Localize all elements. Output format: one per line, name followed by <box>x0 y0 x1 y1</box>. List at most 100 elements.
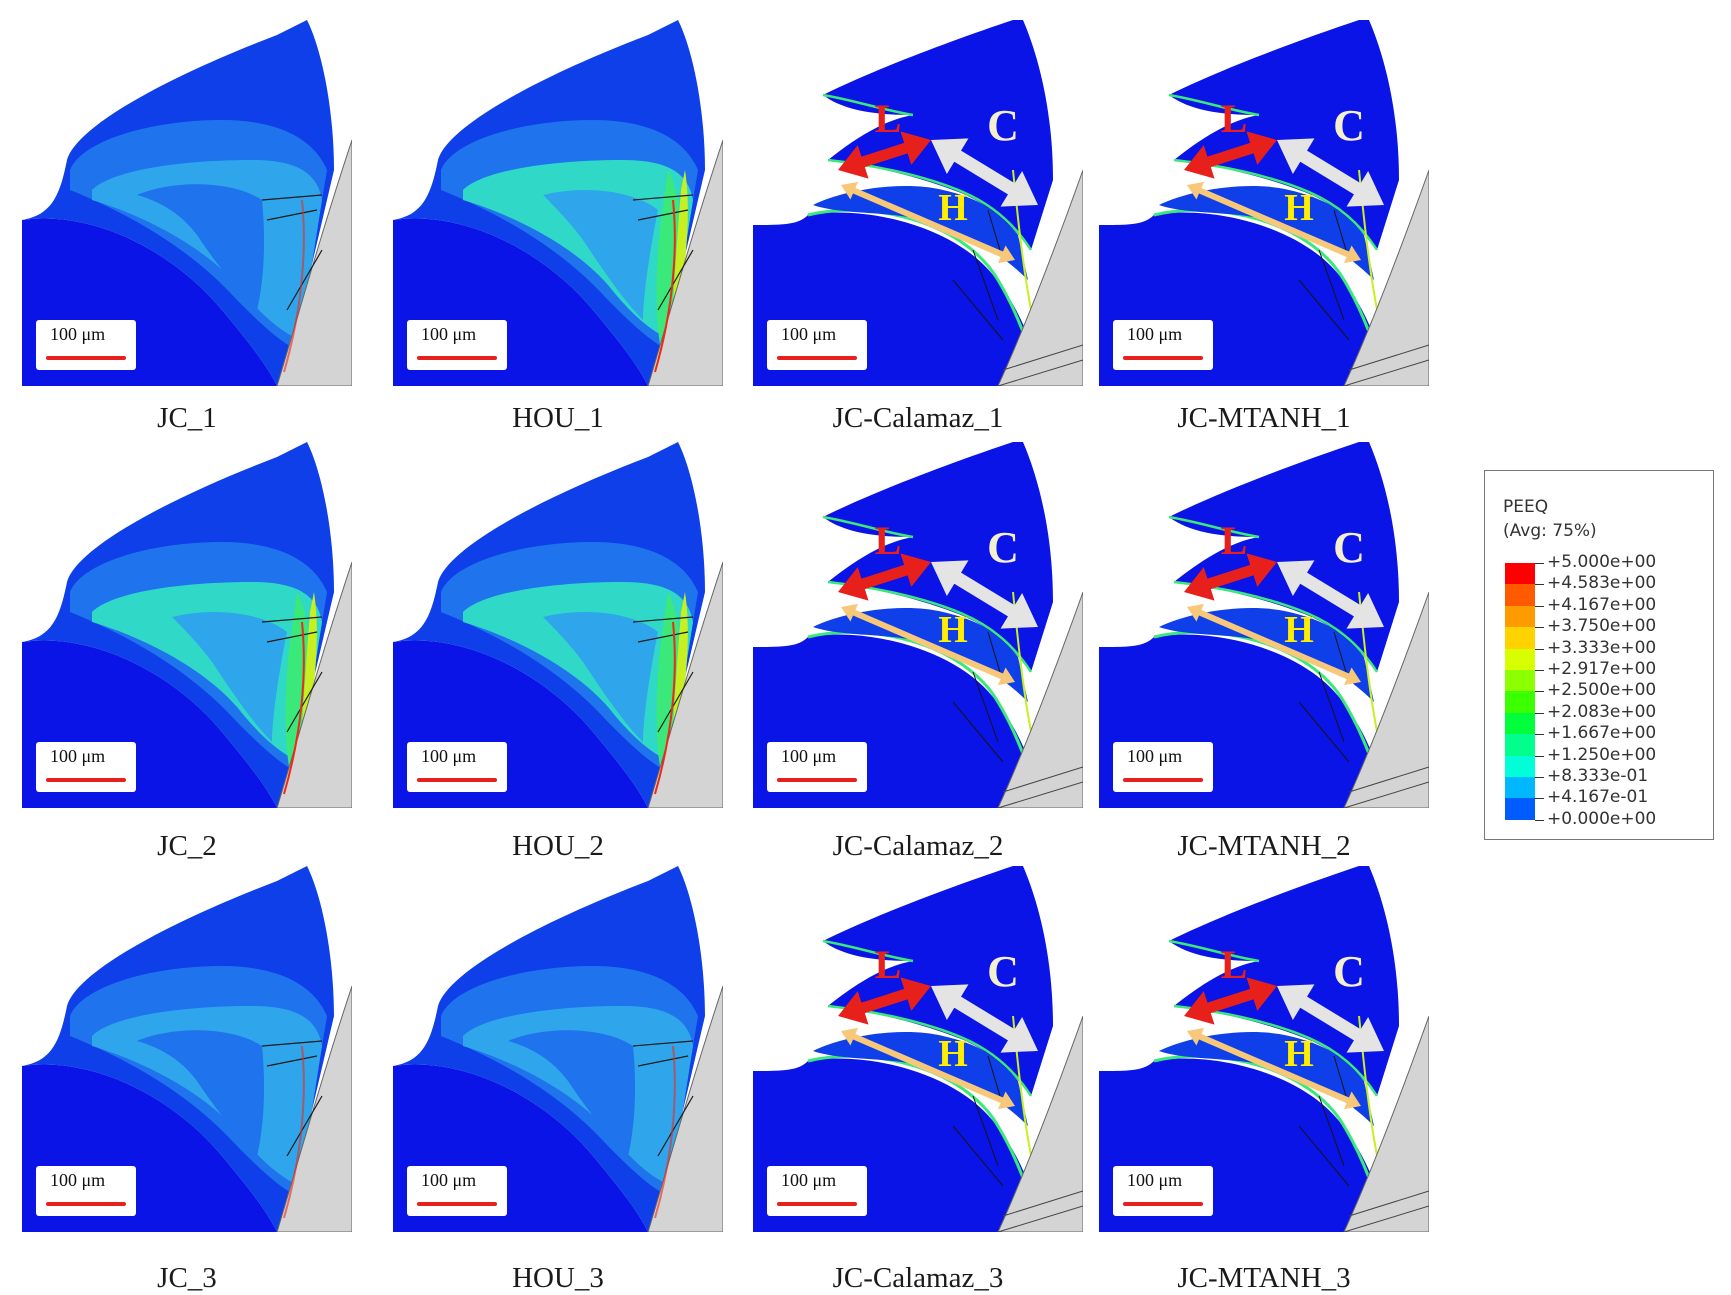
h-dimension-arrow <box>841 181 1015 264</box>
scale-bar: 100 μm <box>407 320 507 370</box>
scale-bar-label: 100 μm <box>50 1170 106 1190</box>
h-dimension-label: H <box>1284 1033 1314 1075</box>
legend-title: PEEQ <box>1503 497 1549 517</box>
l-dimension-label: L <box>875 518 902 563</box>
legend-tick <box>1535 819 1544 821</box>
scale-bar: 100 μm <box>1113 742 1213 792</box>
scale-bar-label: 100 μm <box>1127 1170 1183 1190</box>
panel-caption: JC_3 <box>157 1262 217 1294</box>
scale-bar-line <box>1123 1202 1203 1206</box>
panel-caption: JC_1 <box>157 402 217 434</box>
scale-bar-line <box>46 778 126 782</box>
h-dimension-label: H <box>1284 609 1314 651</box>
legend-swatch <box>1505 605 1535 628</box>
panel-caption: HOU_2 <box>512 830 604 862</box>
scale-bar-label: 100 μm <box>781 1170 837 1190</box>
h-dimension-label: H <box>1284 187 1314 229</box>
scale-bar-label: 100 μm <box>50 324 106 344</box>
legend-tick <box>1535 691 1544 693</box>
scale-bar-label: 100 μm <box>421 746 477 766</box>
l-dimension-arrow <box>838 553 931 601</box>
scale-bar-label: 100 μm <box>781 324 837 344</box>
scale-bar-line <box>777 1202 857 1206</box>
legend-tick <box>1535 584 1544 586</box>
scale-bar: 100 μm <box>36 320 136 370</box>
scale-bar-label: 100 μm <box>421 324 477 344</box>
legend-tick <box>1535 712 1544 714</box>
l-dimension-arrow <box>1184 553 1277 601</box>
legend-tick <box>1535 755 1544 757</box>
scale-bar-line <box>417 356 497 360</box>
legend-label: +5.000e+00 <box>1547 552 1657 572</box>
contour-panel: L C H 100 μm <box>753 20 1083 386</box>
l-dimension-arrow <box>1184 977 1277 1025</box>
c-dimension-label: C <box>1333 947 1365 996</box>
legend-label: +4.167e-01 <box>1547 787 1649 808</box>
legend-label: +1.250e+00 <box>1547 744 1657 765</box>
scale-bar-line <box>777 778 857 782</box>
scale-bar: 100 μm <box>36 742 136 792</box>
panel-caption: JC-MTANH_1 <box>1177 402 1351 434</box>
l-dimension-label: L <box>875 96 902 141</box>
scale-bar: 100 μm <box>1113 1166 1213 1216</box>
l-dimension-arrow <box>838 131 931 179</box>
c-dimension-arrow <box>1277 138 1384 207</box>
h-dimension-arrow <box>841 1027 1015 1110</box>
peeq-contour-plot <box>22 442 352 808</box>
scale-bar-line <box>777 356 857 360</box>
scale-bar-line <box>417 1202 497 1206</box>
legend-label: +4.167e+00 <box>1547 594 1657 615</box>
h-dimension-arrow <box>1187 181 1361 264</box>
scale-bar-line <box>46 356 126 360</box>
legend-tick <box>1535 627 1544 629</box>
h-dimension-label: H <box>938 187 968 229</box>
scale-bar-label: 100 μm <box>50 746 106 766</box>
scale-bar-line <box>1123 778 1203 782</box>
legend-tick <box>1535 648 1544 650</box>
l-dimension-arrow <box>1184 131 1277 179</box>
h-dimension-label: H <box>938 1033 968 1075</box>
legend-swatch <box>1505 691 1535 713</box>
panel-caption: JC-Calamaz_1 <box>832 402 1004 434</box>
panel-caption: JC-MTANH_2 <box>1177 830 1351 862</box>
legend-label: +1.667e+00 <box>1547 723 1657 744</box>
panel-caption: JC-Calamaz_3 <box>832 1262 1004 1294</box>
legend-swatch <box>1505 798 1535 820</box>
peeq-contour-plot: L CH <box>753 442 1083 808</box>
legend-label: +3.750e+00 <box>1547 616 1657 637</box>
l-dimension-label: L <box>1221 942 1248 987</box>
contour-panel: 100 μm <box>22 442 352 808</box>
legend-tick <box>1535 777 1544 778</box>
c-dimension-label: C <box>987 523 1019 572</box>
legend-label: +2.917e+00 <box>1547 659 1657 679</box>
legend-label: +0.000e+00 <box>1547 808 1657 829</box>
scale-bar: 100 μm <box>767 742 867 792</box>
h-dimension-arrow <box>841 603 1015 686</box>
peeq-contour-plot: L CH <box>753 866 1083 1232</box>
c-dimension-label: C <box>1333 523 1365 572</box>
scale-bar: 100 μm <box>767 320 867 370</box>
contour-panel: 100 μm <box>22 20 352 386</box>
legend-tick <box>1535 734 1544 736</box>
c-dimension-arrow <box>1277 984 1384 1053</box>
l-dimension-label: L <box>875 942 902 987</box>
c-dimension-arrow <box>931 138 1038 207</box>
contour-panel: L C H 100 μm <box>1099 866 1429 1232</box>
h-dimension-arrow <box>1187 603 1361 686</box>
scale-bar-line <box>1123 356 1203 360</box>
legend-subtitle: (Avg: 75%) <box>1503 521 1597 541</box>
legend-label: +4.583e+00 <box>1547 573 1657 594</box>
scale-bar: 100 μm <box>407 742 507 792</box>
scale-bar-label: 100 μm <box>781 746 837 766</box>
scale-bar-line <box>417 778 497 782</box>
c-dimension-label: C <box>1333 101 1365 150</box>
legend-label: +2.083e+00 <box>1547 701 1657 722</box>
c-dimension-arrow <box>931 560 1038 629</box>
c-dimension-label: C <box>987 101 1019 150</box>
contour-panel: L C H 100 μm <box>753 866 1083 1232</box>
legend-swatch <box>1505 734 1535 756</box>
legend-swatch <box>1505 777 1535 799</box>
legend-tick <box>1535 605 1544 607</box>
legend-tick <box>1535 798 1544 800</box>
peeq-contour-plot: L CH <box>1099 20 1429 386</box>
